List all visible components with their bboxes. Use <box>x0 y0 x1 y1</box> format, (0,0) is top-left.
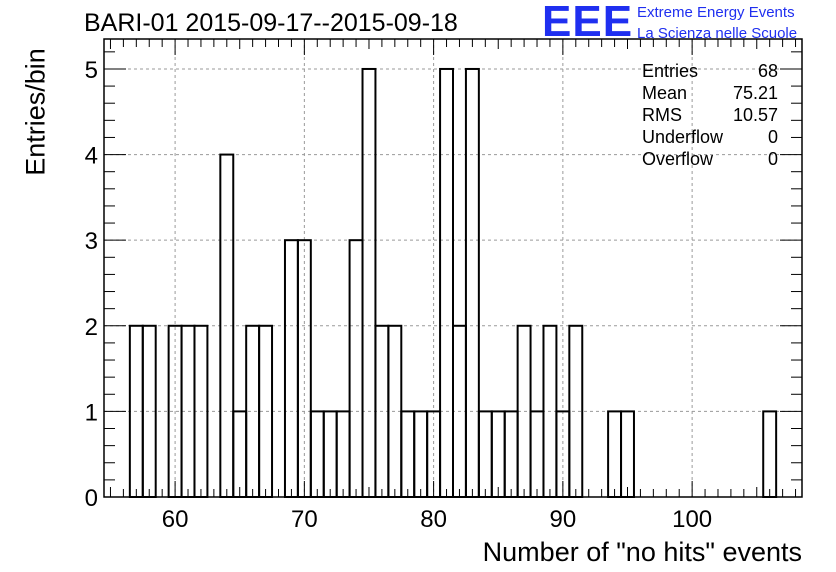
logo-line-1: Extreme Energy Events <box>637 4 795 21</box>
eee-logo: EEE Extreme Energy Events La Scienza nel… <box>542 0 832 46</box>
histogram-bin <box>529 410 545 498</box>
histogram-bin <box>322 410 338 498</box>
histogram-bars <box>128 67 778 498</box>
stats-row-entries: Entries 68 <box>642 60 778 82</box>
stats-value: 68 <box>757 61 778 81</box>
histogram-bin <box>490 410 506 498</box>
y-axis-label: Entries/bin <box>20 48 51 176</box>
histogram-bin <box>503 410 519 498</box>
stats-value: 75.21 <box>732 83 778 103</box>
y-tick-label: 3 <box>85 228 98 255</box>
histogram-bin <box>464 67 480 498</box>
stats-value: 0 <box>767 149 778 169</box>
histogram-bin <box>296 239 312 498</box>
stats-value: 10.57 <box>732 105 778 125</box>
y-tick-label: 5 <box>85 57 98 84</box>
logo-line-2: La Scienza nelle Scuole <box>637 25 798 42</box>
histogram-bin <box>309 410 325 498</box>
stats-row-underflow: Underflow 0 <box>642 126 778 148</box>
histogram-bin <box>361 67 377 498</box>
stats-label: Mean <box>642 83 688 103</box>
x-tick-label: 90 <box>550 506 577 533</box>
y-tick-label: 1 <box>85 399 98 426</box>
stats-label: Entries <box>642 61 699 81</box>
plot-frame <box>103 38 803 498</box>
axes: 60 70 80 90 100 0 1 2 3 4 5 <box>85 38 803 533</box>
x-axis-label: Number of "no hits" events <box>482 537 802 567</box>
histogram-bin <box>477 410 493 498</box>
stats-label: RMS <box>642 105 682 125</box>
stats-label: Underflow <box>642 127 724 147</box>
stats-label: Overflow <box>642 149 714 169</box>
histogram-bin <box>413 410 429 498</box>
histogram-bin <box>762 410 778 498</box>
logo-mark: EEE <box>542 0 634 46</box>
stats-value: 0 <box>767 127 778 147</box>
y-tick-label: 0 <box>85 485 98 512</box>
x-tick-label: 60 <box>162 506 189 533</box>
histogram-bin <box>348 239 364 498</box>
histogram-bin <box>232 410 248 498</box>
stats-row-mean: Mean 75.21 <box>642 82 778 104</box>
x-tick-label: 100 <box>672 506 712 533</box>
stats-row-overflow: Overflow 0 <box>642 148 778 170</box>
histogram-bin <box>439 67 454 498</box>
histogram-bin <box>400 410 416 498</box>
stats-row-rms: RMS 10.57 <box>642 104 778 126</box>
histogram-bin <box>335 410 351 498</box>
x-tick-label: 80 <box>420 506 447 533</box>
histogram-bin <box>620 410 635 498</box>
stats-box: Entries 68 Mean 75.21 RMS 10.57 Underflo… <box>642 60 778 170</box>
x-tick-label: 70 <box>291 506 318 533</box>
histogram-bin <box>283 239 299 498</box>
y-tick-label: 4 <box>85 143 98 170</box>
y-tick-label: 2 <box>85 314 98 341</box>
histogram-bin <box>607 410 623 498</box>
chart-title: BARI-01 2015-09-17--2015-09-18 <box>84 9 458 37</box>
